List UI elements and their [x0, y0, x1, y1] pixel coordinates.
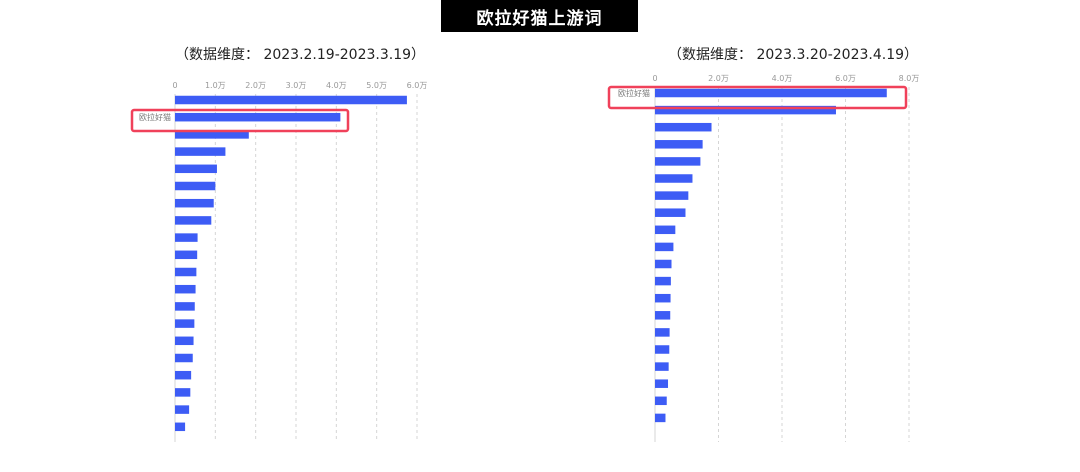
chart-left-bar — [175, 405, 190, 414]
chart-right-subtitle: （数据维度： 2023.3.20-2023.4.19） — [668, 47, 919, 63]
chart-right-bar — [655, 191, 689, 200]
chart-right-tick-label: 8.0万 — [899, 74, 920, 83]
chart-right-bar — [655, 413, 666, 423]
chart-left-bar — [175, 147, 226, 156]
chart-right-category-label: 欧拉好猫 — [618, 88, 650, 98]
chart-left-bar — [175, 302, 195, 311]
chart-right-bar — [655, 311, 671, 320]
chart-right-tick-label: 4.0万 — [772, 74, 793, 83]
chart-left-tick-label: 1.0万 — [205, 81, 226, 90]
chart-left-tick-label: 3.0万 — [286, 81, 307, 90]
chart-right-bar — [655, 379, 669, 388]
chart-left-bar — [175, 422, 186, 432]
chart-left-highlight-box — [130, 108, 350, 133]
chart-left-bar — [175, 181, 216, 191]
chart-right-bar — [655, 293, 671, 303]
chart-left-bar — [175, 233, 198, 242]
chart-right-bar — [655, 140, 703, 149]
page-title-banner: 欧拉好猫上游词 — [441, 0, 638, 32]
chart-right-bar — [655, 122, 712, 132]
chart-left-bar — [175, 164, 217, 174]
chart-right-tick-label: 2.0万 — [708, 74, 729, 83]
chart-left-category-label: 欧拉好猫 — [139, 112, 171, 122]
chart-left-bar — [175, 284, 196, 294]
chart-left-tick-label: 5.0万 — [366, 81, 387, 90]
page-title: 欧拉好猫上游词 — [476, 8, 603, 29]
chart-right-bar — [655, 105, 836, 115]
chart-left-bar — [175, 198, 214, 208]
chart-right-bar — [655, 157, 701, 166]
chart-right-bar — [655, 396, 667, 406]
chart-left-tick-label: 0 — [172, 81, 177, 90]
chart-right-tick-label: 6.0万 — [835, 74, 856, 83]
chart-left-bar — [175, 112, 341, 122]
chart-left-bar — [175, 130, 249, 139]
chart-left-tick-label: 2.0万 — [245, 81, 266, 90]
chart-left-bar — [175, 216, 212, 225]
chart-right-bar — [655, 259, 672, 269]
chart-left-subtitle: （数据维度： 2023.2.19-2023.3.19） — [175, 47, 426, 63]
chart-left-bar — [175, 267, 197, 277]
chart-right-bar — [655, 208, 686, 217]
chart-left-bar — [175, 336, 194, 346]
chart-right-bar — [655, 174, 693, 183]
chart-left-bar — [175, 319, 195, 328]
chart-left-bar — [175, 250, 198, 260]
chart-right-bar — [655, 328, 670, 337]
chart-right-bar — [655, 88, 887, 98]
chart-right-highlight-box — [607, 85, 908, 110]
chart-right-bar — [655, 225, 676, 235]
chart-right-bar — [655, 345, 670, 354]
chart-right-bar — [655, 276, 671, 286]
chart-left-tick-label: 4.0万 — [326, 81, 347, 90]
chart-left-bar — [175, 95, 407, 105]
chart-right-bar — [655, 362, 669, 371]
chart-left-bar — [175, 370, 192, 380]
chart-left-bar — [175, 353, 193, 363]
chart-right-bar — [655, 242, 674, 252]
chart-right-tick-label: 0 — [652, 74, 657, 83]
chart-left-bar — [175, 388, 191, 397]
chart-left-tick-label: 6.0万 — [407, 81, 428, 90]
